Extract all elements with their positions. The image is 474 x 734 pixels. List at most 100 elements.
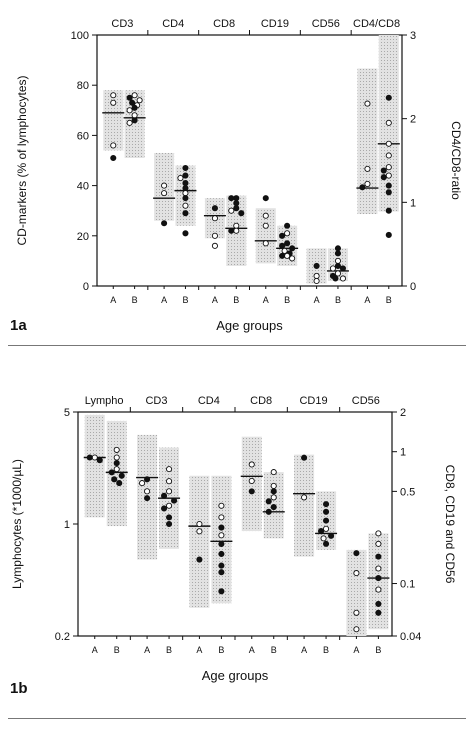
y2-tick-label: 1: [400, 447, 406, 459]
data-point-filled: [233, 200, 240, 207]
group-label: CD3: [145, 395, 167, 407]
data-point-open: [218, 532, 225, 539]
data-point-filled: [385, 94, 392, 101]
data-point-filled: [318, 528, 325, 535]
data-point-filled: [182, 180, 189, 187]
data-point-filled: [182, 210, 189, 217]
data-point-open: [113, 454, 120, 461]
data-point-open: [334, 257, 342, 264]
data-point-filled: [126, 94, 133, 101]
data-point-open: [182, 190, 189, 197]
y-axis-title: Lymphocytes (*1000/µL): [10, 459, 24, 589]
y2-tick-label: 2: [400, 407, 406, 419]
data-point-filled: [323, 540, 330, 547]
data-point-filled: [211, 205, 218, 212]
data-point-open: [313, 272, 320, 280]
data-point-open: [284, 230, 291, 237]
group-label: Lympho: [85, 395, 124, 407]
range-band: [368, 533, 389, 630]
range-band: [106, 420, 127, 527]
data-point-filled: [334, 245, 342, 252]
chart-panel-1b: 0.2 1 5 0.04 0.1 0.5 1 2 Lympho A B CD3 A B CD4 A B CD8 A B…: [10, 395, 457, 697]
data-point-filled: [218, 562, 225, 569]
data-point-filled: [233, 195, 240, 202]
data-point-open: [262, 240, 269, 247]
data-point-filled: [375, 575, 382, 582]
data-point-filled: [131, 104, 138, 111]
data-point-open: [329, 265, 337, 272]
data-point-filled: [385, 231, 392, 239]
x-tick-label: A: [110, 295, 116, 305]
data-point-filled: [96, 457, 103, 464]
data-point-open: [211, 242, 218, 249]
panel-label: 1a: [10, 317, 27, 334]
x-tick-label: A: [196, 645, 202, 655]
x-tick-label: B: [284, 295, 290, 305]
data-point-open: [270, 494, 277, 501]
data-point-open: [385, 152, 392, 159]
data-point-filled: [359, 184, 366, 191]
x-tick-label: A: [314, 295, 320, 305]
data-point-filled: [323, 501, 330, 508]
y-tick-label: 20: [77, 231, 89, 243]
data-point-open: [131, 112, 138, 119]
data-point-open: [320, 535, 327, 542]
y2-axis-title: CD4/CD8-ratio: [449, 121, 463, 200]
data-point-open: [166, 466, 173, 473]
range-band: [189, 475, 210, 608]
x-tick-label: A: [364, 295, 370, 305]
group-label: CD4/CD8: [353, 18, 400, 30]
data-point-open: [110, 99, 117, 106]
y-tick-label: 0.2: [55, 631, 70, 643]
data-point-open: [218, 502, 225, 509]
data-point-open: [211, 215, 218, 222]
data-point-open: [323, 525, 330, 532]
data-point-filled: [218, 588, 225, 595]
data-point-open: [196, 520, 203, 528]
data-point-open: [177, 175, 184, 182]
y-tick-label: 1: [64, 519, 70, 531]
data-point-filled: [279, 232, 286, 239]
data-point-filled: [284, 240, 291, 247]
data-point-filled: [265, 508, 272, 515]
data-point-filled: [144, 495, 151, 502]
data-point-filled: [238, 210, 245, 217]
range-band: [346, 549, 367, 636]
data-point-filled: [111, 476, 118, 483]
data-point-open: [353, 570, 360, 577]
x-tick-label: A: [92, 645, 98, 655]
group-label: CD56: [352, 395, 380, 407]
data-point-open: [262, 212, 269, 219]
data-point-open: [385, 119, 392, 126]
data-point-open: [126, 119, 133, 126]
data-point-open: [196, 528, 203, 535]
data-point-open: [313, 277, 320, 285]
data-point-open: [248, 477, 255, 484]
x-tick-label: A: [263, 295, 269, 305]
data-point-open: [113, 466, 120, 473]
x-tick-label: A: [212, 295, 218, 305]
data-point-filled: [166, 514, 173, 521]
data-point-filled: [129, 99, 136, 106]
data-point-open: [182, 202, 189, 209]
data-point-open: [144, 488, 151, 495]
data-point-filled: [218, 540, 225, 548]
data-point-open: [228, 207, 235, 214]
data-point-open: [126, 107, 133, 114]
y-tick-label: 40: [77, 181, 89, 193]
x-tick-label: B: [182, 295, 188, 305]
data-point-filled: [196, 556, 203, 563]
data-point-filled: [380, 167, 387, 174]
data-point-open: [334, 270, 342, 277]
x-tick-label: B: [386, 295, 392, 305]
data-point-filled: [375, 609, 382, 616]
panel-separator-a: [8, 345, 466, 346]
x-tick-label: B: [335, 295, 341, 305]
x-tick-label: A: [353, 645, 359, 655]
data-point-open: [281, 247, 288, 254]
group-label: CD19: [261, 18, 289, 30]
data-point-filled: [86, 454, 93, 461]
y-axis-title: CD-markers (% of lymphocytes): [15, 75, 29, 245]
x-tick-label: A: [161, 295, 167, 305]
